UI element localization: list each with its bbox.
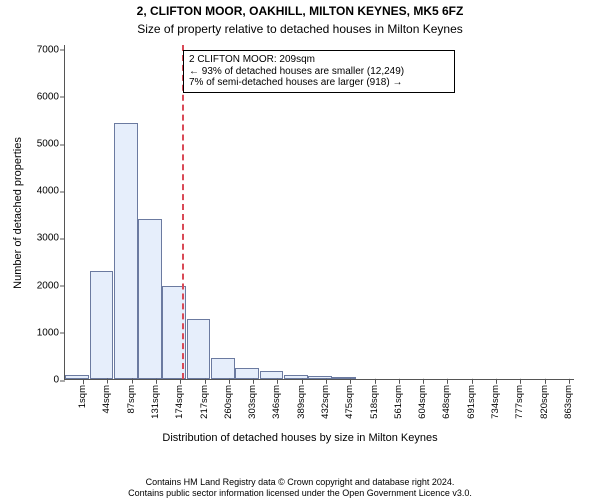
x-tick-label: 174sqm [174, 385, 185, 419]
y-tick-label: 7000 [37, 44, 65, 55]
x-tick-label: 1sqm [77, 385, 88, 408]
histogram-bar [90, 271, 114, 379]
y-tick-label: 1000 [37, 327, 65, 338]
annotation-box: 2 CLIFTON MOOR: 209sqm← 93% of detached … [183, 50, 455, 93]
x-tick-label: 389sqm [296, 385, 307, 419]
x-tick-label: 561sqm [393, 385, 404, 419]
x-tick-label: 863sqm [563, 385, 574, 419]
y-tick-label: 0 [53, 375, 65, 386]
y-tick-label: 4000 [37, 186, 65, 197]
histogram-bar [332, 377, 356, 379]
chart-title-main: 2, CLIFTON MOOR, OAKHILL, MILTON KEYNES,… [0, 4, 600, 18]
x-tick-label: 604sqm [417, 385, 428, 419]
y-tick-label: 5000 [37, 139, 65, 150]
x-tick-label: 217sqm [199, 385, 210, 419]
histogram-bars [65, 45, 574, 379]
x-tick-label: 303sqm [247, 385, 258, 419]
x-tick-label: 432sqm [320, 385, 331, 419]
plot-area: 2 CLIFTON MOOR: 209sqm← 93% of detached … [64, 45, 574, 380]
x-tick-label: 131sqm [150, 385, 161, 419]
y-tick-label: 6000 [37, 91, 65, 102]
x-axis-label: Distribution of detached houses by size … [0, 432, 600, 444]
histogram-bar [211, 358, 235, 379]
x-tick-label: 346sqm [271, 385, 282, 419]
footer-attribution: Contains HM Land Registry data © Crown c… [0, 477, 600, 498]
x-tick-label: 691sqm [466, 385, 477, 419]
annotation-line: 2 CLIFTON MOOR: 209sqm [189, 54, 449, 66]
x-tick-label: 87sqm [126, 385, 137, 414]
y-tick-label: 2000 [37, 280, 65, 291]
annotation-line: ← 93% of detached houses are smaller (12… [189, 66, 449, 78]
x-tick-label: 734sqm [490, 385, 501, 419]
x-tick-label: 260sqm [223, 385, 234, 419]
y-axis-label: Number of detached properties [12, 137, 24, 289]
histogram-bar [138, 219, 162, 379]
histogram-bar [308, 376, 332, 379]
histogram-bar [284, 375, 308, 379]
histogram-bar [114, 123, 138, 379]
footer-line-1: Contains HM Land Registry data © Crown c… [0, 477, 600, 487]
x-tick-label: 820sqm [539, 385, 550, 419]
annotation-line: 7% of semi-detached houses are larger (9… [189, 77, 449, 89]
x-tick-label: 44sqm [101, 385, 112, 414]
histogram-bar [187, 319, 211, 379]
chart-container: 2, CLIFTON MOOR, OAKHILL, MILTON KEYNES,… [0, 0, 600, 500]
x-tick-label: 518sqm [369, 385, 380, 419]
footer-line-2: Contains public sector information licen… [0, 488, 600, 498]
histogram-bar [235, 368, 259, 379]
histogram-bar [260, 371, 284, 379]
chart-subtitle: Size of property relative to detached ho… [0, 22, 600, 36]
x-tick-label: 475sqm [344, 385, 355, 419]
x-tick-label: 648sqm [441, 385, 452, 419]
y-tick-label: 3000 [37, 233, 65, 244]
property-marker-line [182, 45, 184, 379]
histogram-bar [65, 375, 89, 379]
x-tick-label: 777sqm [514, 385, 525, 419]
